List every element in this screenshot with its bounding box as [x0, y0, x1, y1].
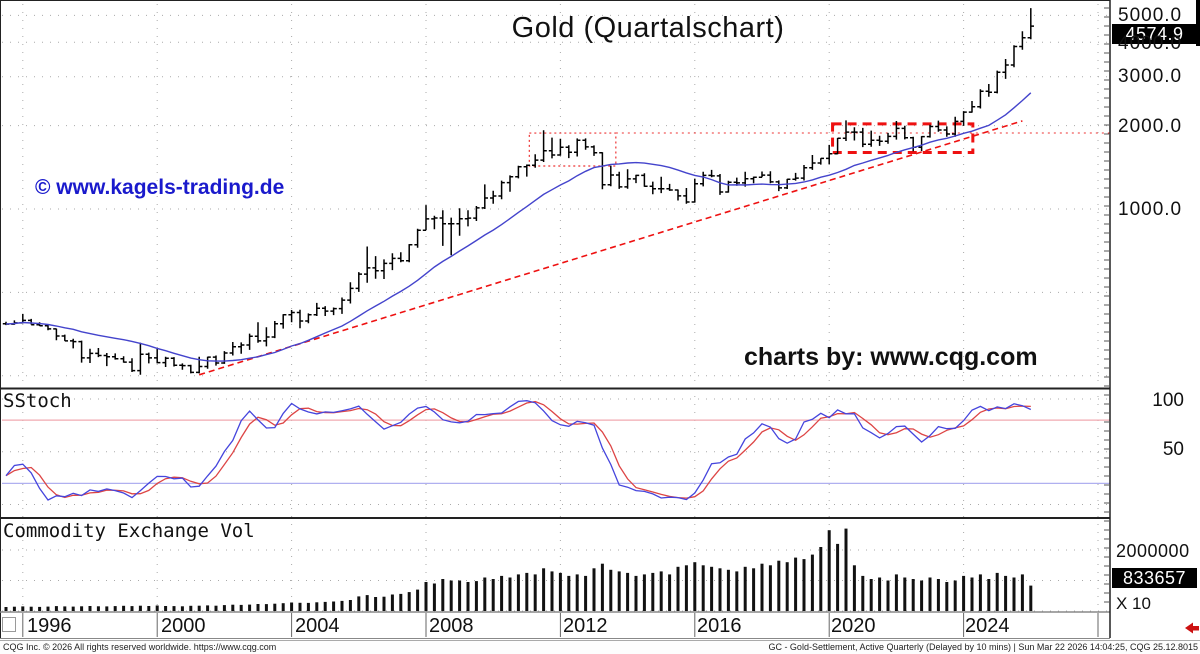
year-label-2024: 2024 — [965, 615, 1010, 637]
chart-canvas[interactable] — [0, 0, 1200, 640]
year-label-1996: 1996 — [27, 615, 72, 637]
stoch-axis-label-100: 100 — [1152, 390, 1184, 411]
time-scrollbar-thumb[interactable] — [2, 617, 16, 632]
year-label-2000: 2000 — [161, 615, 206, 637]
price-axis-label-1000: 1000.0 — [1118, 199, 1183, 220]
cqg-watermark: charts by: www.cqg.com — [744, 343, 1038, 371]
status-copyright: CQG Inc. © 2026 All rights reserved worl… — [3, 642, 277, 652]
last-price-box: 4574.9 — [1112, 24, 1197, 44]
volume-panel-label: Commodity Exchange Vol — [3, 520, 255, 542]
status-contract-info: GC - Gold-Settlement, Active Quarterly (… — [768, 642, 1198, 652]
volume-multiplier-label: X 10 — [1116, 594, 1151, 613]
price-axis-label-2000: 2000.0 — [1118, 116, 1183, 137]
price-axis-label-3000: 3000.0 — [1118, 66, 1183, 87]
year-label-2008: 2008 — [429, 615, 474, 637]
stoch-panel-label: SStoch — [3, 390, 72, 412]
stoch-axis-label-50: 50 — [1162, 439, 1184, 460]
year-label-2016: 2016 — [697, 615, 742, 637]
kagels-watermark: © www.kagels-trading.de — [35, 176, 285, 199]
status-bar: CQG Inc. © 2026 All rights reserved worl… — [0, 640, 1200, 654]
right-edge-scrollbar[interactable] — [1196, 0, 1200, 46]
volume-axis-label-2000000: 2000000 — [1116, 541, 1190, 561]
last-volume-box: 833657 — [1112, 568, 1197, 588]
chart-title: Gold (Quartalschart) — [511, 12, 785, 44]
year-label-2012: 2012 — [563, 615, 608, 637]
year-label-2004: 2004 — [295, 615, 340, 637]
price-axis-label-5000: 5000.0 — [1118, 5, 1183, 26]
year-label-2020: 2020 — [831, 615, 876, 637]
price-axis-label-4000: 4000.0 — [1118, 33, 1183, 54]
